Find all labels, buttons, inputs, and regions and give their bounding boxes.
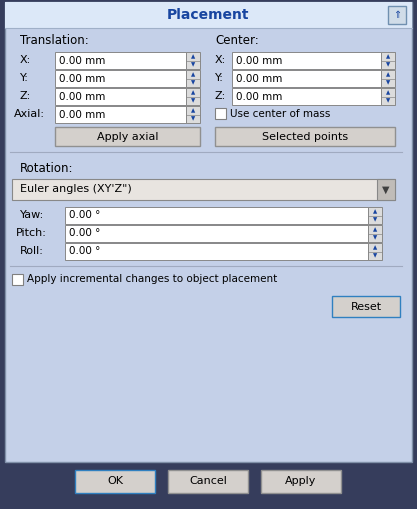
Bar [388, 6, 406, 24]
Bar [381, 70, 395, 87]
Bar [381, 52, 395, 69]
Bar [232, 52, 381, 69]
Text: Pitch:: Pitch: [16, 228, 47, 238]
Bar [12, 274, 23, 285]
Bar [168, 470, 248, 493]
Text: ▲: ▲ [386, 90, 390, 95]
Text: ▲: ▲ [191, 72, 195, 77]
Text: 0.00 mm: 0.00 mm [236, 73, 282, 83]
Text: Center:: Center: [215, 34, 259, 46]
Text: ▲: ▲ [191, 54, 195, 59]
Bar [65, 225, 368, 242]
Bar [261, 470, 341, 493]
Text: ▼: ▼ [373, 217, 377, 222]
Bar [5, 2, 412, 28]
Bar [215, 108, 226, 119]
Text: Euler angles (XY'Z"): Euler angles (XY'Z") [20, 184, 132, 194]
Text: 0.00 mm: 0.00 mm [59, 109, 106, 120]
Text: ▼: ▼ [191, 80, 195, 85]
Bar [368, 243, 382, 260]
Bar [55, 106, 186, 123]
Text: 0.00 mm: 0.00 mm [236, 92, 282, 101]
Bar [377, 179, 395, 200]
Text: Yaw:: Yaw: [20, 210, 44, 220]
Text: Apply axial: Apply axial [97, 131, 158, 142]
Text: ▼: ▼ [191, 62, 195, 67]
Text: ▼: ▼ [386, 98, 390, 103]
Bar [368, 225, 382, 242]
Bar [232, 70, 381, 87]
Bar [186, 52, 200, 69]
Text: Apply: Apply [285, 476, 317, 487]
Text: ▼: ▼ [386, 62, 390, 67]
Bar [75, 470, 155, 493]
Bar [332, 296, 400, 317]
Text: ▼: ▼ [382, 184, 390, 194]
Bar [55, 52, 186, 69]
Text: 0.00 °: 0.00 ° [69, 229, 100, 239]
Bar [65, 243, 368, 260]
Text: Axial:: Axial: [14, 109, 45, 119]
Text: 0.00 °: 0.00 ° [69, 211, 100, 220]
Text: Reset: Reset [350, 301, 382, 312]
Text: 0.00 °: 0.00 ° [69, 246, 100, 257]
Text: Y:: Y: [215, 73, 224, 83]
Bar [215, 127, 395, 146]
Text: 0.00 mm: 0.00 mm [59, 92, 106, 101]
Text: Apply incremental changes to object placement: Apply incremental changes to object plac… [27, 274, 277, 285]
Bar [55, 127, 200, 146]
Text: 0.00 mm: 0.00 mm [236, 55, 282, 66]
Text: Roll:: Roll: [20, 246, 44, 256]
Text: X:: X: [215, 55, 226, 65]
Text: ▼: ▼ [373, 253, 377, 258]
Bar [381, 88, 395, 105]
Text: ▲: ▲ [386, 72, 390, 77]
Bar [232, 88, 381, 105]
Text: X:: X: [20, 55, 31, 65]
Text: 0.00 mm: 0.00 mm [59, 55, 106, 66]
Bar [65, 207, 368, 224]
Text: Cancel: Cancel [189, 476, 227, 487]
Text: ▲: ▲ [373, 227, 377, 232]
Text: ▼: ▼ [386, 80, 390, 85]
Text: Use center of mass: Use center of mass [230, 108, 330, 119]
Text: OK: OK [107, 476, 123, 487]
Text: 0.00 mm: 0.00 mm [59, 73, 106, 83]
Bar [12, 179, 395, 200]
Text: ▼: ▼ [373, 235, 377, 240]
Text: Selected points: Selected points [262, 131, 348, 142]
Bar [186, 106, 200, 123]
Text: ▲: ▲ [373, 245, 377, 250]
Text: Translation:: Translation: [20, 34, 89, 46]
Text: ▲: ▲ [191, 108, 195, 113]
Text: ⇑: ⇑ [393, 10, 401, 20]
Text: Y:: Y: [20, 73, 29, 83]
Text: Rotation:: Rotation: [20, 161, 73, 175]
Text: Z:: Z: [20, 91, 31, 101]
Text: ▲: ▲ [191, 90, 195, 95]
Text: Z:: Z: [215, 91, 226, 101]
Text: ▼: ▼ [191, 98, 195, 103]
Bar [368, 207, 382, 224]
Text: ▼: ▼ [191, 116, 195, 121]
Bar [186, 70, 200, 87]
Text: ▲: ▲ [373, 209, 377, 214]
Bar [55, 70, 186, 87]
Text: ▲: ▲ [386, 54, 390, 59]
Bar [55, 88, 186, 105]
Text: Placement: Placement [167, 8, 250, 22]
Bar [186, 88, 200, 105]
